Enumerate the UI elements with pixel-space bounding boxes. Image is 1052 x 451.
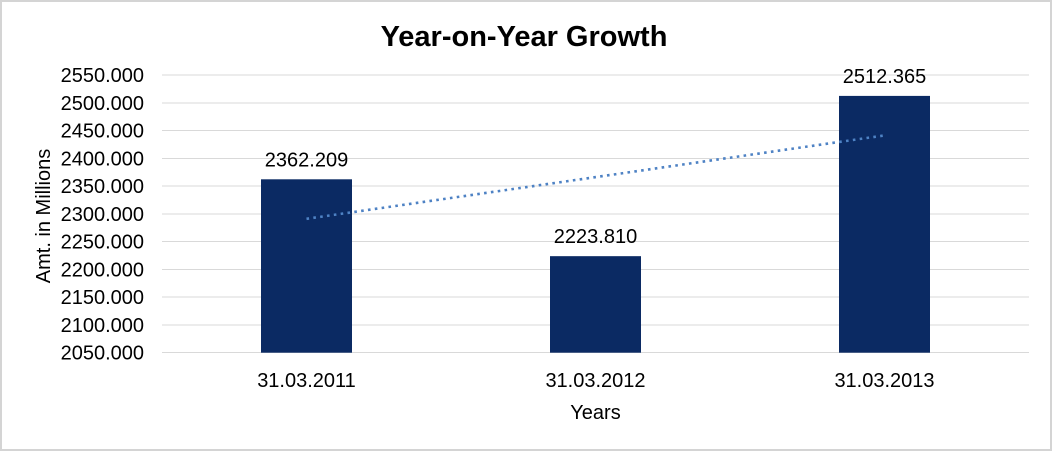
x-tick-label: 31.03.2011 (257, 370, 356, 392)
x-tick-label: 31.03.2012 (545, 370, 645, 392)
chart-title: Year-on-Year Growth (381, 21, 668, 53)
y-tick-label: 2050.000 (61, 343, 144, 365)
y-tick-label: 2400.000 (61, 148, 144, 170)
y-axis-title: Amt. in Millions (33, 149, 55, 283)
y-tick-label: 2550.000 (61, 65, 144, 87)
x-axis-title: Years (570, 402, 620, 424)
bar (839, 95, 930, 353)
y-tick-label: 2500.000 (61, 93, 144, 115)
y-tick-label: 2450.000 (61, 121, 144, 143)
bar (550, 256, 641, 353)
y-tick-label: 2150.000 (61, 287, 144, 309)
y-tick-label: 2100.000 (61, 315, 144, 337)
bars (261, 95, 930, 353)
bar-value-label: 2223.810 (554, 226, 637, 248)
bar (261, 179, 352, 353)
bar-value-label: 2512.365 (843, 66, 926, 88)
y-tick-label: 2350.000 (61, 176, 144, 198)
y-tick-label: 2300.000 (61, 204, 144, 226)
y-axis-tick-labels: 2550.000 2500.000 2450.000 2400.000 2350.000… (61, 65, 144, 365)
y-tick-label: 2250.000 (61, 232, 144, 254)
bar-value-label: 2362.209 (265, 149, 348, 171)
x-tick-label: 31.03.2013 (834, 370, 934, 392)
x-axis-tick-labels: 31.03.2011 31.03.2012 31.03.2013 (257, 370, 934, 392)
bar-value-labels: 2362.209 2223.810 2512.365 (265, 66, 926, 248)
y-tick-label: 2200.000 (61, 259, 144, 281)
trendline-group (306, 134, 885, 221)
trendline (306, 134, 885, 221)
